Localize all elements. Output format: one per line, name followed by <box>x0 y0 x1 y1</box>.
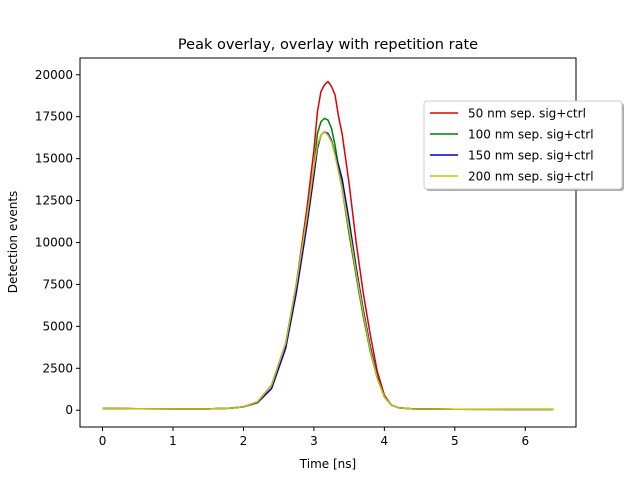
x-tick-label: 1 <box>169 434 177 448</box>
legend: 50 nm sep. sig+ctrl 100 nm sep. sig+ctrl 1… <box>423 100 624 191</box>
legend-label: 50 nm sep. sig+ctrl <box>468 107 586 121</box>
y-tick-label: 20000 <box>35 68 73 82</box>
y-tick-label: 2500 <box>42 361 73 375</box>
series-line-4 <box>102 131 554 411</box>
x-tick-label: 6 <box>521 434 529 448</box>
legend-label: 200 nm sep. sig+ctrl <box>468 170 594 184</box>
x-axis: 0 1 2 3 4 5 6 <box>99 427 529 448</box>
y-axis-label: Detection events <box>6 191 20 294</box>
y-axis: 0 2500 5000 7500 10000 12500 15000 17500 20000 <box>35 68 80 417</box>
x-tick-label: 2 <box>240 434 248 448</box>
y-tick-label: 12500 <box>35 194 73 208</box>
series-group <box>102 80 554 411</box>
chart-title: Peak overlay, overlay with repetition ra… <box>178 37 478 53</box>
y-tick-label: 5000 <box>42 319 73 333</box>
x-tick-label: 0 <box>99 434 107 448</box>
x-tick-label: 3 <box>310 434 318 448</box>
y-tick-label: 15000 <box>35 152 73 166</box>
y-tick-label: 17500 <box>35 110 73 124</box>
y-tick-label: 10000 <box>35 236 73 250</box>
x-tick-label: 4 <box>381 434 389 448</box>
legend-box <box>423 100 623 190</box>
x-axis-label: Time [ns] <box>299 457 356 471</box>
y-tick-label: 0 <box>65 403 73 417</box>
legend-label: 100 nm sep. sig+ctrl <box>468 128 594 142</box>
y-tick-label: 7500 <box>42 277 73 291</box>
x-tick-label: 5 <box>451 434 459 448</box>
legend-label: 150 nm sep. sig+ctrl <box>468 149 594 163</box>
